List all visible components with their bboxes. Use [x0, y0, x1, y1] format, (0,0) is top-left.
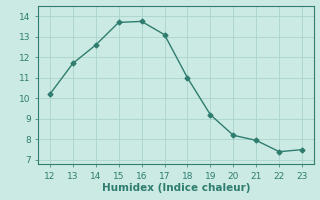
- X-axis label: Humidex (Indice chaleur): Humidex (Indice chaleur): [102, 183, 250, 193]
